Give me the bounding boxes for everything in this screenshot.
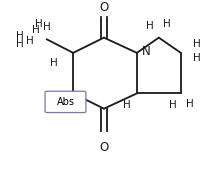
Text: H: H [123, 100, 131, 110]
Text: H: H [27, 36, 34, 46]
Text: H: H [35, 19, 43, 29]
Text: H: H [16, 39, 24, 49]
Text: H: H [32, 25, 40, 35]
FancyBboxPatch shape [45, 91, 86, 113]
Text: H: H [146, 21, 154, 31]
Text: N: N [142, 45, 151, 58]
Text: H: H [50, 58, 58, 68]
Text: O: O [99, 141, 109, 154]
Text: H: H [169, 100, 177, 110]
Text: H: H [163, 19, 170, 29]
Text: H: H [43, 22, 51, 32]
Text: H: H [193, 39, 201, 49]
Text: H: H [186, 99, 194, 109]
Text: O: O [99, 1, 109, 14]
Text: Abs: Abs [57, 97, 74, 107]
Text: H: H [193, 53, 201, 63]
Text: H: H [16, 31, 24, 41]
